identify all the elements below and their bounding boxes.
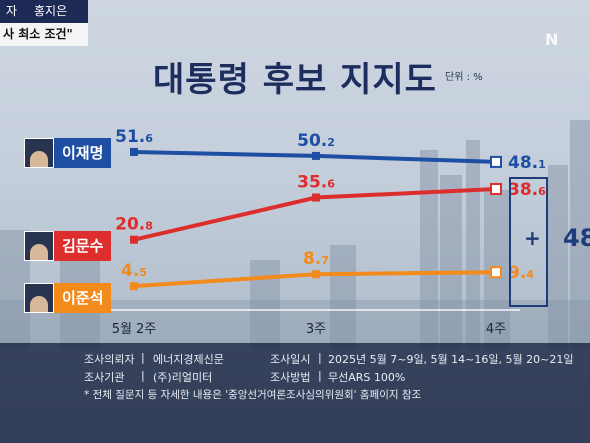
candidate-name: 김문수	[54, 231, 112, 261]
candidate-name: 이재명	[54, 138, 112, 168]
data-point	[130, 147, 138, 156]
separator: |	[318, 351, 322, 364]
channel-logo: N	[545, 30, 559, 49]
data-label: 4.5	[121, 261, 147, 281]
candidate-label-lee-jaemyung: 이재명	[24, 138, 112, 168]
candidate-label-lee-junseok: 이준석	[24, 283, 112, 313]
data-point-end	[490, 182, 502, 195]
combined-sum-value: 48	[563, 224, 590, 252]
data-label: 50.2	[297, 131, 335, 151]
candidate-photo-icon	[24, 283, 54, 313]
candidate-label-kim-moonsoo: 김문수	[24, 231, 112, 261]
plus-sign: +	[524, 226, 541, 250]
data-point-end	[490, 155, 502, 168]
data-label: 51.6	[115, 127, 153, 147]
data-point	[312, 151, 320, 160]
separator: |	[141, 369, 145, 382]
data-point	[130, 235, 138, 244]
data-label: 8.7	[303, 249, 329, 269]
line-chart: 5월 2주 3주 4주 51.6 50.2 48.1 20.8 35.6 38.6 4.5 8.7 9…	[75, 127, 546, 337]
separator: |	[141, 351, 145, 364]
separator: |	[318, 369, 322, 382]
x-tick-label: 5월 2주	[112, 322, 157, 337]
footnote: * 전체 질문지 등 자세한 내용은 '중앙선거여론조사심의위원회' 홈페이지 …	[84, 389, 422, 401]
x-tick-label: 3주	[306, 322, 326, 337]
data-label: 35.6	[297, 173, 335, 193]
x-tick-label: 4주	[486, 322, 506, 337]
unit-label: 단위 : %	[445, 72, 483, 83]
survey-info-footer: 조사의뢰자 | 에너지경제신문 조사일시 | 2025년 5월 7~9일, 5월…	[0, 343, 590, 443]
period-label: 조사일시	[270, 353, 311, 366]
candidate-photo-icon	[24, 138, 54, 168]
ticker-top-row: 자 홍지은	[0, 0, 88, 23]
sum-bracket-box	[509, 177, 548, 307]
candidate-photo-icon	[24, 231, 54, 261]
commissioner-label: 조사의뢰자	[84, 353, 135, 366]
ticker-left-fragment: 자	[6, 4, 18, 18]
data-label: 9.4	[508, 263, 534, 283]
period-value: 2025년 5월 7~9일, 5월 14~16일, 5월 20~21일	[328, 353, 574, 366]
candidate-name: 이준석	[54, 283, 112, 313]
method-label: 조사방법	[270, 371, 311, 384]
ticker-subtitle: 사 최소 조건"	[0, 23, 88, 46]
data-label: 48.1	[508, 153, 546, 173]
data-label: 38.6	[508, 180, 546, 200]
method-value: 무선ARS 100%	[328, 371, 406, 384]
ticker-subtitle-text: 사 최소 조건"	[3, 27, 73, 41]
agency-label: 조사기관	[84, 371, 125, 384]
data-point-end	[490, 266, 502, 279]
data-point	[130, 282, 138, 291]
data-point	[312, 270, 320, 279]
data-point	[312, 193, 320, 202]
agency-value: (주)리얼미터	[153, 371, 213, 384]
data-label: 20.8	[115, 215, 153, 235]
chart-title: 대통령 후보 지지도	[153, 60, 437, 100]
reporter-name: 홍지은	[34, 4, 68, 18]
news-ticker: 자 홍지은 사 최소 조건"	[0, 0, 88, 46]
commissioner-value: 에너지경제신문	[153, 353, 224, 366]
